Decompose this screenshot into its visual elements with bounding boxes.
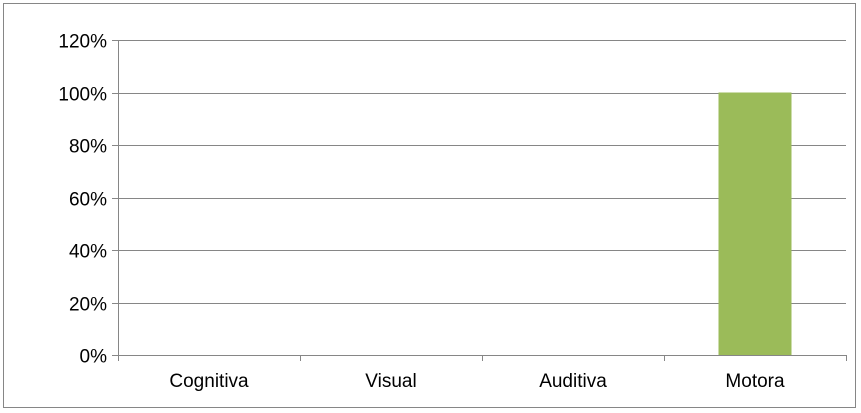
y-tick-label: 120% (58, 32, 107, 53)
bar-motora (718, 92, 792, 355)
y-tick-label: 100% (58, 85, 107, 106)
y-tick-label: 40% (69, 242, 107, 263)
x-tick-labels: Cognitiva Visual Auditiva Motora (169, 371, 785, 392)
bars (718, 92, 792, 355)
chart-frame (3, 3, 856, 408)
y-tick-label: 0% (80, 347, 108, 368)
y-tick-labels: 0% 20% 40% 60% 80% 100% 120% (58, 32, 107, 368)
x-tick-label-auditiva: Auditiva (539, 371, 607, 392)
x-tick-label-visual: Visual (365, 371, 416, 392)
axes (112, 40, 847, 361)
y-tick-label: 20% (69, 295, 107, 316)
x-tick-label-cognitiva: Cognitiva (169, 371, 249, 392)
y-tick-label: 60% (69, 190, 107, 211)
x-tick-label-motora: Motora (725, 371, 785, 392)
y-tick-label: 80% (69, 137, 107, 158)
